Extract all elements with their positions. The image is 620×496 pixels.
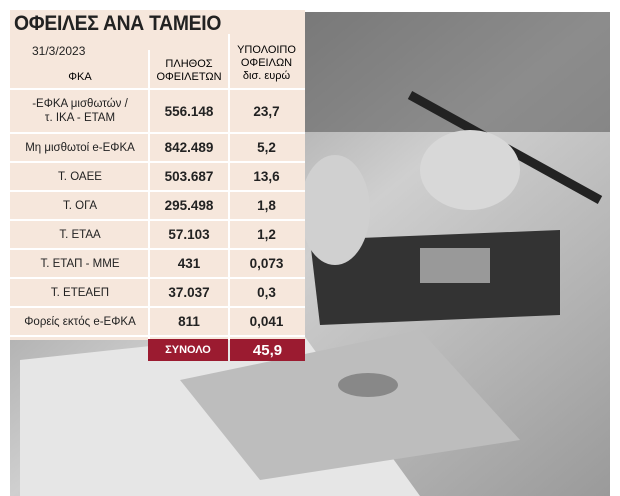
cell-value: 37.037 — [168, 285, 210, 300]
cell-value: 0,041 — [249, 314, 284, 329]
cell-value: 57.103 — [168, 227, 210, 242]
cell-value: 0,073 — [249, 256, 284, 271]
row-separator — [10, 219, 305, 221]
cell-value: 1,2 — [257, 227, 276, 242]
fund-name: Τ. ΕΤΑΑ — [59, 228, 101, 241]
banknotes — [180, 330, 520, 480]
sleeve — [300, 12, 610, 132]
cell-value: 1,8 — [257, 198, 276, 213]
row-separator — [10, 335, 305, 337]
header: ΥΠΟΛΟΙΠΟ ΟΦΕΙΛΩΝ δισ. ευρώ — [237, 43, 296, 82]
coins — [338, 373, 398, 397]
date: 31/3/2023 — [32, 44, 86, 58]
fund-name: Τ. ΟΑΕΕ — [58, 170, 102, 183]
hand — [300, 155, 370, 265]
total-value: 45,9 — [230, 339, 305, 361]
row-separator — [10, 190, 305, 192]
total-label: ΣΥΝΟΛΟ — [148, 339, 228, 361]
title: ΟΦΕΙΛΕΣ ΑΝΑ ΤΑΜΕΙΟ — [14, 12, 222, 35]
cell-value: 811 — [178, 314, 200, 329]
header: ΦΚΑ — [68, 70, 92, 83]
row-separator — [10, 248, 305, 250]
row-separator — [10, 161, 305, 163]
column-separator — [228, 34, 230, 340]
fund-name: Φορείς εκτός e-ΕΦΚΑ — [24, 315, 136, 328]
row-separator — [10, 88, 305, 90]
column-separator — [148, 50, 150, 340]
fund-name: -ΕΦΚΑ μισθωτών / τ. ΙΚΑ - ΕΤΑΜ — [32, 98, 128, 124]
calculator-screen — [420, 248, 490, 283]
hand — [420, 130, 520, 210]
cell-value: 23,7 — [253, 103, 280, 119]
table-panel: ΟΦΕΙΛΕΣ ΑΝΑ ΤΑΜΕΙΟ 31/3/2023 ΦΚΑ ΠΛΗΘΟΣ Ο… — [10, 10, 305, 361]
cell-value: 556.148 — [164, 103, 214, 119]
cell-value: 431 — [177, 256, 201, 271]
cell-value: 503.687 — [164, 169, 214, 184]
fund-name: Μη μισθωτοί e-ΕΦΚΑ — [25, 141, 135, 154]
row-separator — [10, 132, 305, 134]
fund-name: Τ. ΕΤΕΑΕΠ — [50, 286, 110, 299]
fund-name: Τ. ΕΤΑΠ - ΜΜΕ — [40, 257, 120, 270]
fund-name: Τ. ΟΓΑ — [62, 199, 98, 212]
cell-value: 842.489 — [164, 140, 214, 155]
row-separator — [10, 306, 305, 308]
cell-value: 13,6 — [253, 169, 280, 184]
cell-value: 0,3 — [257, 285, 276, 300]
cell-value: 5,2 — [257, 140, 276, 155]
header: ΠΛΗΘΟΣ ΟΦΕΙΛΕΤΩΝ — [156, 58, 222, 83]
row-separator — [10, 277, 305, 279]
cell-value: 295.498 — [164, 198, 214, 213]
